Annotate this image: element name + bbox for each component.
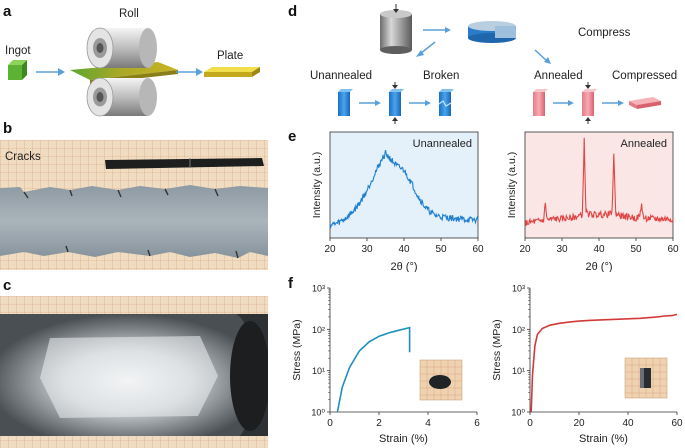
y-tick-label: 10³ (312, 284, 325, 294)
arrow-annealed-1-icon (553, 100, 574, 106)
annealed-bar-compressed (582, 82, 597, 124)
roll-label: Roll (119, 8, 139, 20)
x-tick-label: 0 (327, 418, 333, 429)
y-axis-label: Stress (MPa) (291, 319, 303, 380)
panel-label-f: f (288, 275, 293, 292)
panel-label-c: c (3, 277, 12, 294)
unannealed-bar-compressed (389, 82, 404, 124)
compressed-plate (629, 97, 661, 109)
x-tick-label: 20 (324, 244, 336, 255)
annealed-bar-1 (533, 89, 548, 116)
arrow-to-annealed-icon (534, 49, 551, 64)
x-tick-label: 40 (593, 244, 605, 255)
stress-strain-chart-unannealed: 10⁰ 10¹ 10² 10³ 0 2 4 6 Strain (%) Stress (MPa) (291, 284, 480, 446)
ingot-cylinder (380, 4, 412, 54)
compressed-label: Compressed (612, 70, 678, 82)
panel-b-photo: Cracks (0, 140, 268, 270)
inset-sample-photo (419, 359, 463, 401)
y-tick-label: 10⁰ (311, 408, 325, 418)
unannealed-label: Unannealed (310, 70, 373, 82)
arrow-to-unannealed-icon (416, 41, 436, 57)
xrd-chart-unannealed: 20 30 40 50 60 2θ (°) Intensity (a.u.) Unanneal… (311, 131, 484, 272)
y-tick-label: 10³ (512, 284, 525, 294)
x-tick-label: 2 (376, 418, 382, 429)
y-axis-label: Stress (MPa) (491, 319, 503, 380)
cut-disc (468, 21, 516, 43)
x-tick-label: 60 (472, 244, 484, 255)
x-axis-label: 2θ (°) (390, 261, 417, 272)
rolling-schematic (8, 27, 260, 117)
panel-label-e: e (288, 128, 297, 145)
x-tick-label: 30 (361, 244, 373, 255)
compressed-sample (640, 368, 651, 388)
xrd-chart-annealed: 20 30 40 50 60 2θ (°) Intensity (a.u.) Annealed (506, 131, 679, 272)
x-tick-label: 30 (556, 244, 568, 255)
compression-schematic (338, 4, 661, 124)
series-line-annealed (530, 313, 678, 413)
final-plate (204, 67, 260, 77)
x-tick-label: 40 (622, 418, 634, 429)
broken-label: Broken (423, 70, 460, 82)
x-axis-label: Strain (%) (379, 433, 428, 445)
metal-surface-image (0, 296, 268, 448)
x-tick-label: 40 (398, 244, 410, 255)
x-tick-label: 0 (527, 418, 533, 429)
ingot-cube (8, 60, 27, 80)
x-axis-label: 2θ (°) (585, 261, 612, 272)
panel-label-d: d (288, 3, 298, 20)
arrow-unannealed-1-icon (359, 100, 381, 106)
broken-sample (429, 375, 451, 389)
x-tick-label: 60 (667, 244, 679, 255)
y-tick-label: 10¹ (312, 366, 325, 376)
chart-title: Annealed (621, 138, 668, 150)
x-tick-label: 20 (519, 244, 531, 255)
compress-label: Compress (578, 27, 631, 39)
arrow-ingot-to-roll-icon (36, 68, 65, 76)
cracks-label: Cracks (5, 151, 41, 163)
x-tick-label: 60 (671, 418, 683, 429)
arrow-annealed-2-icon (602, 100, 624, 106)
graph-paper-background (0, 140, 268, 270)
x-axis-label: Strain (%) (579, 433, 628, 445)
ingot-label: Ingot (5, 45, 31, 57)
y-axis-label: Intensity (a.u.) (311, 152, 323, 219)
x-tick-label: 20 (573, 418, 585, 429)
x-tick-label: 4 (425, 418, 431, 429)
y-tick-label: 10² (312, 325, 325, 335)
x-tick-label: 6 (474, 418, 480, 429)
panel-label-b: b (3, 120, 13, 137)
y-tick-label: 10⁰ (511, 408, 525, 418)
x-tick-label: 50 (435, 244, 447, 255)
series-line-annealed (524, 137, 674, 226)
broken-bar (438, 89, 454, 116)
panel-label-a: a (3, 3, 12, 20)
top-roll (86, 27, 157, 69)
stress-strain-chart-annealed: 10⁰ 10¹ 10² 10³ 0 20 40 60 Strain (%) Stress (MPa… (491, 284, 683, 446)
panel-c-photo (0, 296, 268, 448)
arrow-roll-to-plate-icon (176, 68, 203, 76)
bottom-roll (86, 77, 157, 117)
unannealed-bar-1 (338, 89, 353, 116)
series-line-unannealed (329, 149, 479, 229)
thin-rolled-strip (105, 158, 264, 169)
arrow-to-disc-icon (423, 27, 451, 33)
inset-sample-photo (624, 357, 668, 399)
chart-title: Unannealed (413, 138, 472, 150)
plate-label: Plate (217, 50, 244, 62)
y-axis-label: Intensity (a.u.) (506, 152, 518, 219)
x-tick-label: 50 (630, 244, 642, 255)
arrow-unannealed-2-icon (409, 100, 431, 106)
y-tick-label: 10¹ (512, 366, 525, 376)
cracked-plate (0, 185, 268, 258)
series-line-unannealed (336, 326, 411, 413)
annealed-label: Annealed (534, 70, 583, 82)
crack-marks (23, 188, 239, 259)
y-tick-label: 10² (512, 325, 525, 335)
